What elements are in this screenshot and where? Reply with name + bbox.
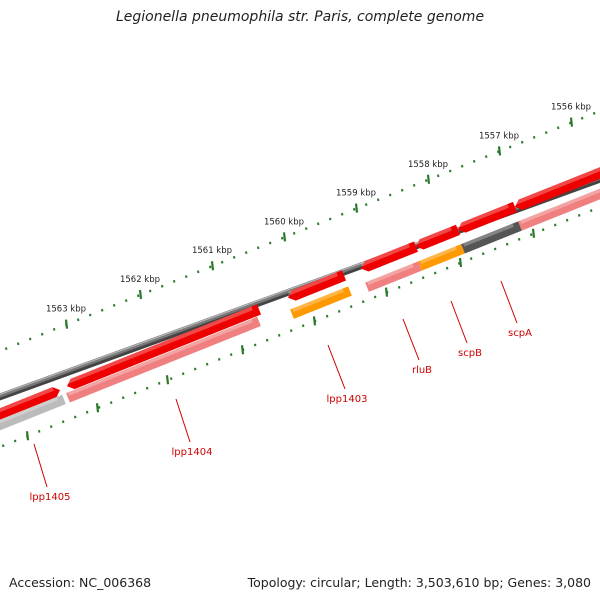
feature-rluB-top (360, 241, 419, 272)
leader-line (175, 398, 191, 443)
feature-track (0, 163, 600, 433)
gene-label-scpA: scpA (508, 328, 532, 339)
gene-label-lpp1403: lpp1403 (327, 394, 368, 405)
label-layer: lpp1405 lpp1404 lpp1403 rluB scpB scpA (30, 328, 533, 503)
inner-tick-track (2, 209, 593, 448)
feature-lpp1405-top (0, 387, 61, 422)
feature-scpA-top (457, 201, 518, 233)
feature-lpp1404-bottom (66, 316, 261, 403)
feature-scpA-bottom (461, 221, 522, 254)
leader-line (327, 344, 346, 390)
leader-line (450, 300, 468, 344)
map-title: Legionella pneumophila str. Paris, compl… (115, 9, 485, 25)
major-tick (354, 203, 359, 213)
kbp-label: 1559 kbp (336, 189, 376, 199)
major-tick (25, 431, 30, 441)
leader-line (500, 280, 518, 324)
feature-lpp1403-top (287, 270, 347, 301)
major-tick (95, 403, 100, 413)
feature-scpB-bottom (418, 244, 465, 271)
kbp-label: 1560 kbp (264, 217, 304, 227)
major-tick (426, 174, 431, 184)
major-tick (569, 117, 574, 127)
kbp-label: 1561 kbp (192, 246, 232, 256)
feature-lpp1404-top (66, 304, 262, 390)
major-tick (64, 319, 69, 329)
gene-label-scpB: scpB (458, 348, 482, 359)
feature-lpp1405-bottom (0, 394, 66, 433)
major-tick (384, 287, 389, 297)
major-tick (312, 316, 317, 326)
major-tick (458, 257, 463, 268)
kbp-label: 1557 kbp (479, 131, 519, 141)
feature-scpB-top (415, 224, 461, 250)
accession-text: Accession: NC_006368 (9, 575, 152, 590)
kbp-label: 1556 kbp (551, 103, 591, 113)
major-tick (138, 289, 143, 300)
major-tick (240, 345, 245, 355)
gene-label-lpp1404: lpp1404 (172, 447, 213, 458)
major-tick (165, 375, 170, 385)
major-tick (282, 232, 287, 242)
gene-label-lpp1405: lpp1405 (30, 492, 71, 503)
kbp-label: 1558 kbp (408, 160, 448, 170)
label-leaders (33, 280, 518, 488)
major-tick (210, 261, 215, 271)
feature-next-top (514, 163, 600, 210)
outer-tick-track: 1556 kbp 1557 kbp 1558 kbp 1559 kbp 1560 kbp… (5, 103, 596, 350)
feature-rluB-bottom (365, 261, 422, 292)
feature-lpp1403-bottom (290, 286, 352, 319)
leader-line (33, 443, 48, 488)
major-tick (497, 146, 502, 156)
kbp-label: 1563 kbp (46, 305, 86, 315)
feature-next-bottom (518, 185, 600, 231)
gene-label-rluB: rluB (412, 365, 432, 376)
kbp-label: 1562 kbp (120, 275, 160, 285)
major-tick (531, 228, 536, 238)
genome-summary-text: Topology: circular; Length: 3,503,610 bp… (247, 575, 591, 590)
leader-line (402, 318, 420, 361)
